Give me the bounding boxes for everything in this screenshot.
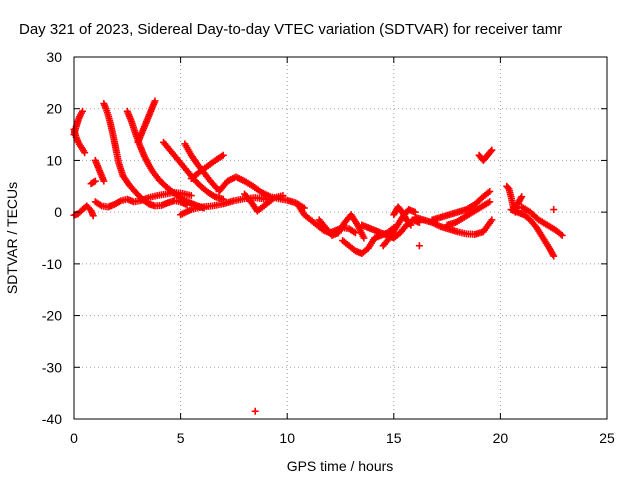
data-points — [70, 97, 566, 415]
data-point — [91, 177, 99, 185]
series-arc-q — [241, 190, 287, 215]
data-point — [550, 206, 558, 214]
chart-title: Day 321 of 2023, Sidereal Day-to-day VTE… — [19, 21, 562, 38]
series-arc-ad — [507, 206, 558, 260]
y-axis-label: SDTVAR / TECUs — [4, 182, 20, 294]
series-arc-aa — [415, 242, 423, 250]
x-tick-label: 20 — [493, 430, 509, 446]
data-point — [486, 187, 494, 195]
series-arc-d — [100, 100, 127, 180]
x-tick-label: 0 — [70, 430, 78, 446]
y-tick-label: 20 — [46, 101, 62, 117]
series-arc-ab — [475, 146, 496, 164]
y-tick-label: 30 — [46, 49, 62, 65]
series-arc-n — [87, 177, 99, 188]
y-tick-label: 0 — [54, 204, 62, 220]
series-arc-y — [428, 187, 494, 224]
series-arc-m — [91, 156, 108, 185]
data-point — [100, 177, 108, 185]
data-point — [90, 178, 98, 186]
x-tick-label: 25 — [599, 430, 615, 446]
data-point — [550, 252, 558, 260]
data-point — [219, 151, 227, 159]
axis-ticks — [73, 56, 608, 420]
y-tick-label: -10 — [42, 256, 62, 272]
y-tick-label: -20 — [42, 308, 62, 324]
data-point — [486, 198, 494, 206]
data-point — [251, 407, 259, 415]
series-arc-e — [119, 172, 191, 210]
data-point — [151, 97, 159, 105]
series-arc-w — [390, 203, 415, 229]
series-arc-c — [70, 202, 97, 220]
series-arc-ae — [518, 203, 566, 239]
x-tick-label: 5 — [177, 430, 185, 446]
series-arc-ag — [251, 407, 259, 415]
series-arc-af — [550, 206, 558, 214]
data-point — [488, 216, 496, 224]
x-tick-labels: 0 5 10 15 20 25 — [70, 430, 615, 446]
data-point — [406, 220, 414, 228]
data-point — [212, 183, 220, 191]
y-tick-label: -30 — [42, 359, 62, 375]
x-tick-label: 15 — [386, 430, 402, 446]
data-point — [89, 212, 97, 220]
data-point — [518, 193, 526, 201]
y-tick-label: 10 — [46, 152, 62, 168]
data-point — [79, 107, 87, 115]
data-point — [187, 192, 195, 200]
data-point — [407, 221, 415, 229]
data-point — [488, 146, 496, 154]
series-arc-h — [134, 97, 159, 146]
series-arc-z — [443, 198, 494, 229]
series-arc-k — [181, 140, 221, 192]
series-arc-i — [91, 188, 195, 211]
y-tick-labels: -40 -30 -20 -10 0 10 20 30 — [42, 49, 62, 427]
series-arc-ac — [503, 182, 526, 216]
series-arc-f — [123, 107, 163, 184]
series-arc-p — [177, 194, 270, 219]
y-tick-label: -40 — [42, 411, 62, 427]
series-arc-s — [315, 211, 368, 242]
data-point — [415, 242, 423, 250]
data-point — [279, 192, 287, 200]
data-point — [360, 234, 368, 242]
grid — [74, 57, 607, 419]
x-axis-label: GPS time / hours — [287, 458, 394, 474]
x-tick-label: 10 — [279, 430, 295, 446]
plot-frame — [73, 56, 608, 420]
data-point — [558, 231, 566, 239]
series-arc-l — [187, 151, 227, 183]
data-point — [487, 147, 495, 155]
data-point — [81, 149, 89, 157]
